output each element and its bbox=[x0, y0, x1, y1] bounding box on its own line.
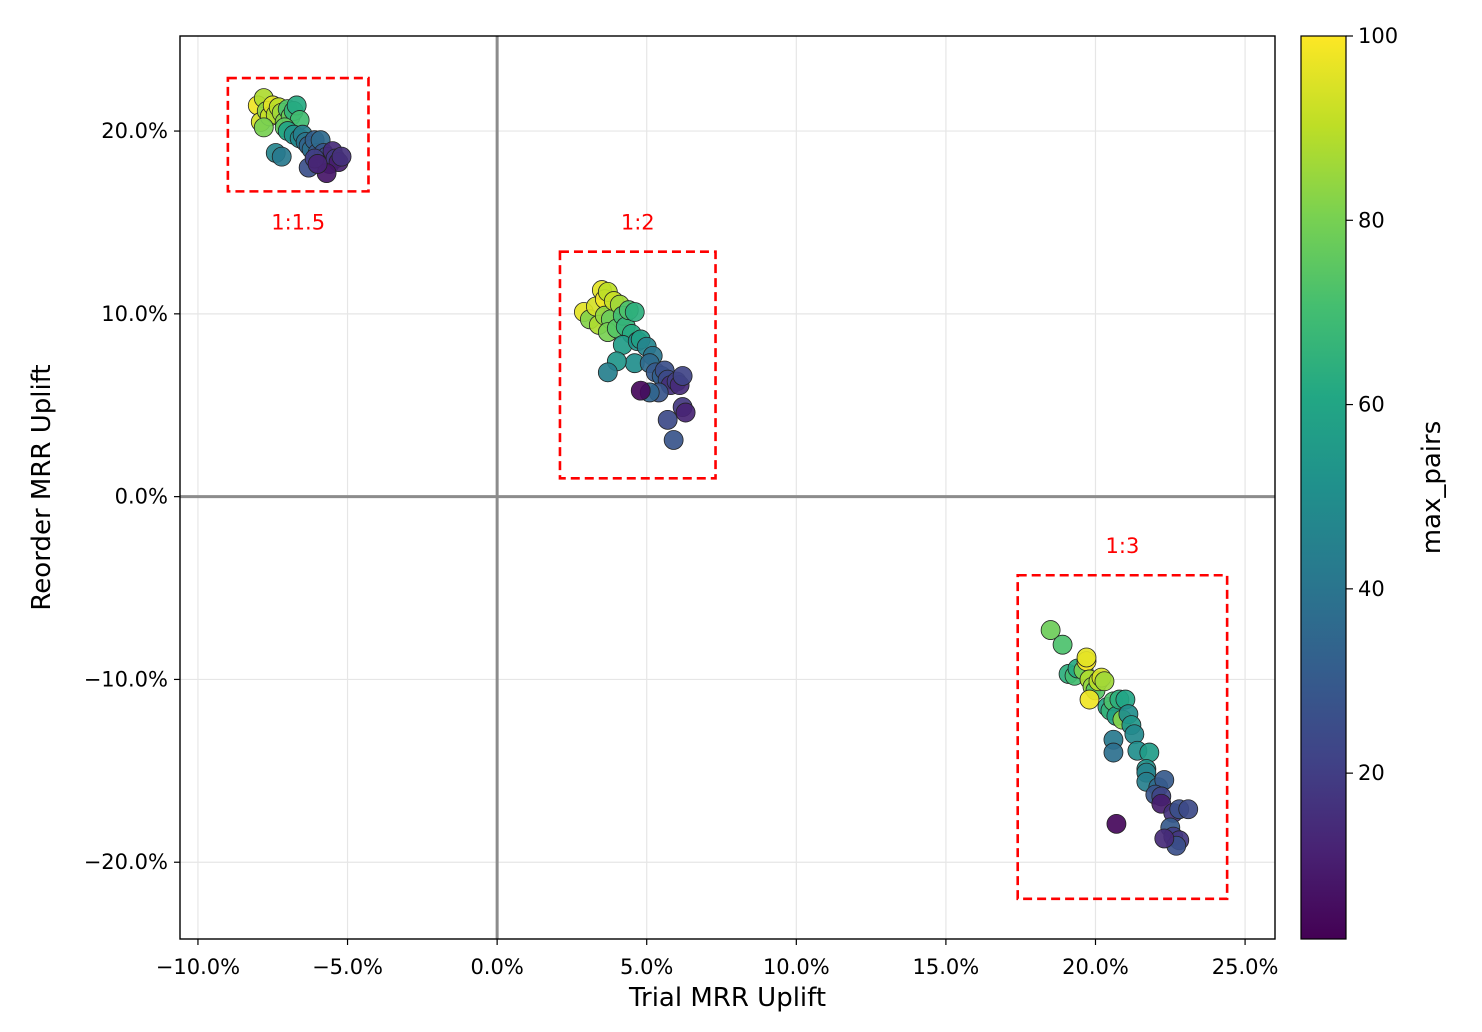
data-point bbox=[1040, 620, 1061, 640]
colorbar-tick-label: 20 bbox=[1358, 761, 1385, 785]
colorbar-title: max_pairs bbox=[1417, 421, 1447, 555]
data-point bbox=[624, 302, 645, 322]
data-point bbox=[1076, 647, 1097, 668]
group-label: 1:1.5 bbox=[271, 210, 325, 234]
data-point bbox=[307, 154, 328, 174]
data-point bbox=[271, 146, 292, 167]
data-point bbox=[657, 409, 678, 430]
data-point bbox=[1052, 634, 1073, 655]
data-point bbox=[1178, 799, 1199, 820]
x-tick-label: −10.0% bbox=[156, 955, 240, 979]
group-boxes: 1:1.5 1:2 1:3 bbox=[226, 76, 1229, 901]
data-points bbox=[247, 88, 1199, 856]
group-label: 1:2 bbox=[621, 211, 655, 235]
data-point bbox=[1079, 689, 1100, 710]
y-tick-label: 20.0% bbox=[101, 119, 168, 143]
y-tick-label: −20.0% bbox=[84, 850, 168, 874]
colorbar-tick-label: 60 bbox=[1358, 393, 1385, 417]
y-axis-ticks: −20.0% −10.0% 0.0% 10.0% 20.0% bbox=[84, 119, 180, 874]
y-tick-label: −10.0% bbox=[84, 667, 168, 691]
data-point bbox=[663, 430, 684, 450]
plot-frame bbox=[179, 35, 1276, 940]
x-axis-ticks: −10.0% −5.0% 0.0% 5.0% 10.0% 15.0% 20.0% 25.0% bbox=[156, 939, 1279, 979]
group-box bbox=[1016, 573, 1229, 901]
x-axis-title: Trial MRR Uplift bbox=[628, 983, 826, 1013]
data-point bbox=[1124, 724, 1145, 745]
colorbar-tick-label: 40 bbox=[1358, 577, 1385, 601]
data-point bbox=[630, 380, 651, 401]
colorbar-tick-label: 80 bbox=[1358, 208, 1385, 232]
y-tick-label: 10.0% bbox=[101, 302, 168, 326]
colorbar-ticks: 20 40 60 80 100 bbox=[1346, 24, 1398, 785]
x-tick-label: 0.0% bbox=[470, 955, 523, 979]
group-label: 1:3 bbox=[1106, 534, 1140, 558]
x-tick-label: 25.0% bbox=[1212, 955, 1279, 979]
data-point bbox=[597, 362, 618, 383]
y-axis-title: Reorder MRR Uplift bbox=[27, 364, 57, 610]
colorbar: 20 40 60 80 100 max_pairs bbox=[1300, 24, 1447, 940]
y-tick-label: 0.0% bbox=[115, 485, 168, 509]
grid bbox=[180, 36, 1275, 939]
data-point bbox=[672, 366, 693, 386]
group-box bbox=[558, 250, 717, 480]
x-tick-label: −5.0% bbox=[312, 955, 383, 979]
data-point bbox=[1139, 742, 1160, 763]
x-tick-label: 15.0% bbox=[913, 955, 980, 979]
data-point bbox=[675, 402, 696, 423]
zero-lines bbox=[180, 36, 1275, 939]
data-point bbox=[1094, 671, 1115, 692]
x-tick-label: 5.0% bbox=[620, 955, 673, 979]
data-point bbox=[1103, 742, 1124, 763]
data-point bbox=[253, 117, 274, 138]
x-tick-label: 10.0% bbox=[763, 955, 830, 979]
data-point bbox=[1106, 813, 1127, 834]
x-tick-label: 20.0% bbox=[1062, 955, 1129, 979]
group-box bbox=[226, 76, 370, 193]
data-point bbox=[331, 146, 352, 167]
data-point bbox=[1154, 828, 1175, 849]
colorbar-tick-label: 100 bbox=[1358, 24, 1398, 48]
colorbar-gradient bbox=[1300, 35, 1347, 940]
